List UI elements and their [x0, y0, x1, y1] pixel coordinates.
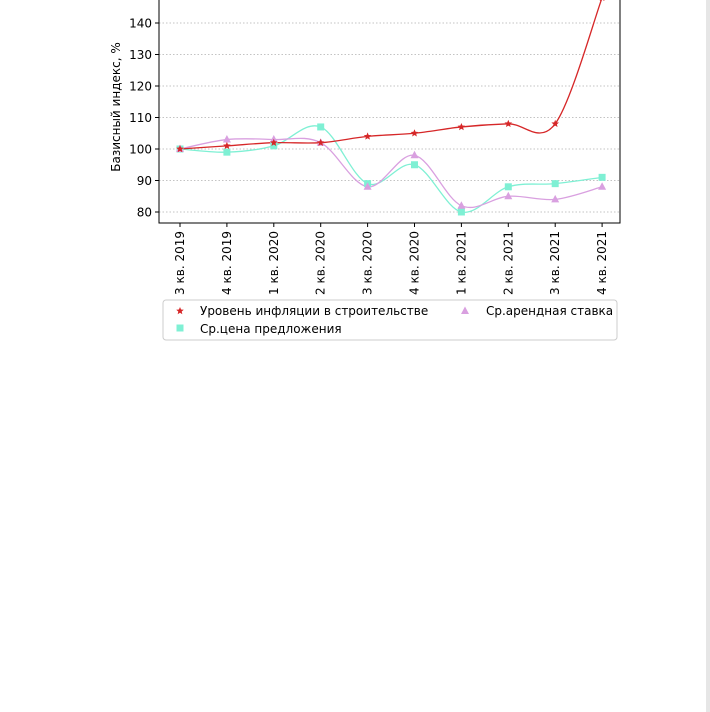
data-point-star [316, 138, 325, 146]
x-tick-label: 1 кв. 2021 [454, 231, 468, 295]
data-point-triangle [598, 182, 607, 190]
data-point-triangle [410, 150, 419, 159]
page-edge [706, 0, 710, 712]
data-point-star [363, 132, 372, 140]
plot-frame [158, 0, 621, 224]
data-point-triangle [504, 191, 513, 200]
series-lines [179, 0, 603, 213]
legend: Уровень инфляции в строительстве Ср.аренд… [162, 299, 618, 341]
x-tick-label: 3 кв. 2019 [173, 231, 187, 295]
data-point-star [223, 141, 231, 150]
x-axis: 3 кв. 2019 4 кв. 2019 1 кв. 2020 2 кв. 2020… [173, 223, 609, 295]
series-line-square [179, 125, 603, 213]
y-tick-label: 110 [129, 111, 152, 125]
x-tick-label: 4 кв. 2020 [408, 231, 422, 295]
data-point-triangle [457, 201, 466, 209]
data-point-square [457, 208, 465, 216]
data-point-square [317, 123, 325, 131]
y-axis: 80 90 100 110 120 130 140 [129, 17, 159, 220]
data-point-square [223, 148, 231, 156]
data-point-star [551, 119, 559, 128]
x-tick-label: 2 кв. 2020 [314, 231, 328, 295]
data-point-square [504, 183, 512, 191]
data-point-star [504, 119, 513, 128]
x-tick-label: 1 кв. 2020 [267, 231, 281, 295]
data-point-triangle [363, 182, 372, 190]
legend-label: Ср.арендная ставка [486, 304, 613, 318]
y-tick-label: 120 [129, 80, 152, 94]
y-tick-label: 90 [137, 174, 152, 188]
legend-marker-triangle [461, 306, 469, 314]
x-tick-label: 2 кв. 2021 [501, 231, 515, 295]
series-line-star [179, 0, 603, 150]
legend-marker-square [176, 324, 184, 332]
legend-label: Уровень инфляции в строительстве [200, 304, 428, 318]
x-tick-label: 3 кв. 2021 [548, 231, 562, 295]
y-tick-label: 140 [129, 17, 152, 31]
x-tick-label: 4 кв. 2019 [220, 231, 234, 295]
y-tick-label: 100 [129, 143, 152, 157]
data-point-triangle [222, 135, 231, 143]
data-point-square [551, 180, 559, 188]
data-point-star [270, 138, 278, 146]
data-point-triangle [551, 194, 560, 203]
y-axis-title: Базисный индекс, % [109, 42, 123, 172]
data-point-star [176, 145, 184, 153]
x-tick-label: 4 кв. 2021 [595, 231, 609, 295]
legend-marker-star [176, 307, 184, 315]
data-point-square [270, 142, 278, 150]
legend-label: Ср.цена предложения [200, 322, 342, 336]
data-point-star [410, 129, 419, 137]
y-tick-label: 130 [129, 48, 152, 62]
data-point-star [599, 0, 605, 2]
legend-box [162, 299, 618, 341]
data-point-square [598, 173, 606, 181]
series-markers [176, 0, 607, 216]
data-point-square [411, 161, 418, 169]
series-line-triangle [179, 137, 603, 208]
data-point-star [457, 122, 466, 131]
x-tick-label: 3 кв. 2020 [361, 231, 375, 295]
y-tick-label: 80 [137, 206, 152, 220]
